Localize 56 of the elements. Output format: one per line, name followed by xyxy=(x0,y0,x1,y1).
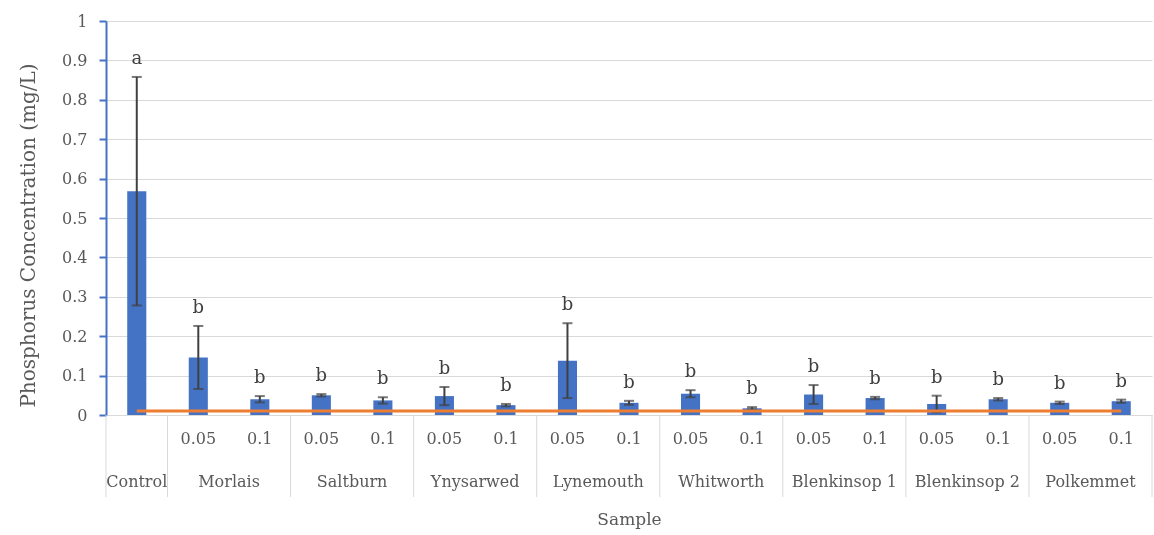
text: Polkemmet xyxy=(1045,472,1137,491)
text: Blenkinsop 2 xyxy=(914,472,1020,491)
text: Control xyxy=(106,472,168,491)
y-tick-label: 1 xyxy=(77,11,88,31)
annotation: b xyxy=(992,368,1004,390)
text: Ynysarwed xyxy=(429,472,520,491)
x-tick-label: 0.05 xyxy=(549,428,586,448)
y-axis-title: Phosphorus Concentration (mg/L) xyxy=(15,63,40,408)
x-tick-label: 0.1 xyxy=(616,428,642,448)
x-tick-label: 0.1 xyxy=(493,428,519,448)
annotation: b xyxy=(807,355,820,377)
text: Saltburn xyxy=(316,472,388,491)
annotation: b xyxy=(377,367,389,389)
annotation: b xyxy=(930,365,943,387)
x-tick-label: 0.1 xyxy=(739,428,765,448)
y-tick-label: 0.1 xyxy=(62,366,88,386)
annotation: b xyxy=(315,364,328,386)
y-tick-label: 0.6 xyxy=(62,169,88,189)
y-tick-label: 0.8 xyxy=(62,90,88,110)
x-tick-label: 0.1 xyxy=(247,428,273,448)
x-tick-label: 0.05 xyxy=(180,428,217,448)
x-tick-label: 0.1 xyxy=(985,428,1011,448)
x-tick-label: 0.05 xyxy=(426,428,463,448)
x-tick-label: 0.05 xyxy=(918,428,955,448)
x-axis-title: Sample xyxy=(597,508,662,529)
y-tick-label: 0.2 xyxy=(62,326,88,346)
annotation: b xyxy=(438,357,451,379)
y-tick-label: 0 xyxy=(77,405,88,425)
x-tick-label: 0.1 xyxy=(862,428,888,448)
x-tick-label: 0.1 xyxy=(1108,428,1134,448)
x-tick-label: 0.05 xyxy=(1041,428,1078,448)
y-tick-label: 0.7 xyxy=(62,129,88,149)
annotation: b xyxy=(254,366,266,388)
annotation: b xyxy=(869,366,881,388)
text: Blenkinsop 1 xyxy=(791,472,897,491)
annotation: b xyxy=(684,360,697,382)
annotation: b xyxy=(561,293,574,315)
annotation: b xyxy=(500,373,512,395)
x-tick-label: 0.05 xyxy=(795,428,832,448)
annotation: b xyxy=(1115,369,1127,391)
y-tick-label: 0.4 xyxy=(62,247,88,267)
text: Whitworth xyxy=(678,472,765,491)
x-tick-label: 0.05 xyxy=(303,428,340,448)
y-tick-label: 0.3 xyxy=(62,287,88,307)
annotation: a xyxy=(131,46,143,68)
x-tick-label: 0.05 xyxy=(672,428,709,448)
y-tick-label: 0.5 xyxy=(62,208,88,228)
text: Morlais xyxy=(198,472,260,491)
y-tick-label: 0.9 xyxy=(62,50,88,70)
annotation: b xyxy=(623,370,635,392)
annotation: b xyxy=(746,377,758,399)
annotation: b xyxy=(192,295,205,317)
annotation: b xyxy=(1053,371,1066,393)
x-tick-label: 0.1 xyxy=(370,428,396,448)
text: Lynemouth xyxy=(552,472,644,491)
bar xyxy=(127,191,147,415)
